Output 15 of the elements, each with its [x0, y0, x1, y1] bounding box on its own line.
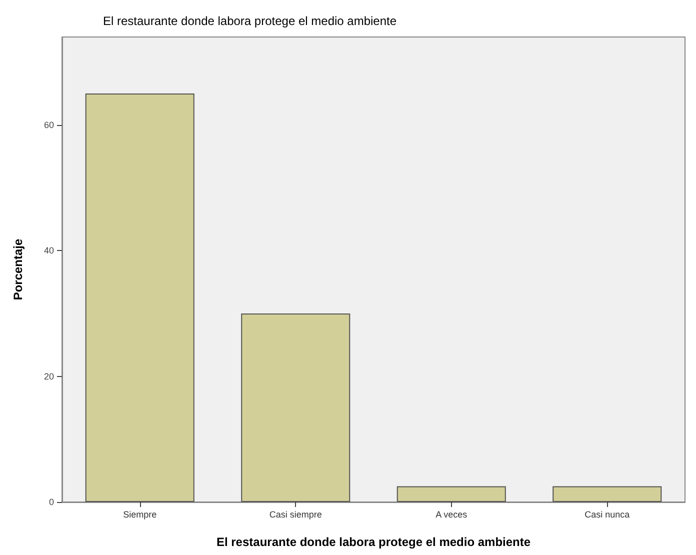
bar: [85, 94, 194, 502]
x-tick-label: Casi nunca: [584, 510, 630, 520]
chart-title: El restaurante donde labora protege el medio ambiente: [103, 14, 397, 28]
y-axis-title: Porcentaje: [11, 238, 25, 300]
y-tick-label: 40: [44, 246, 54, 256]
x-tick-label: Casi siempre: [269, 510, 322, 520]
x-tick-label: A veces: [436, 510, 468, 520]
y-tick-label: 20: [44, 371, 54, 382]
x-tick-label: Siempre: [123, 510, 157, 520]
bar: [552, 486, 662, 502]
x-axis-title: El restaurante donde labora protege el medio ambiente: [216, 535, 531, 549]
y-tick-label: 0: [48, 497, 54, 507]
bar: [396, 486, 506, 502]
bar: [241, 313, 350, 502]
y-tick-label: 60: [44, 120, 54, 130]
